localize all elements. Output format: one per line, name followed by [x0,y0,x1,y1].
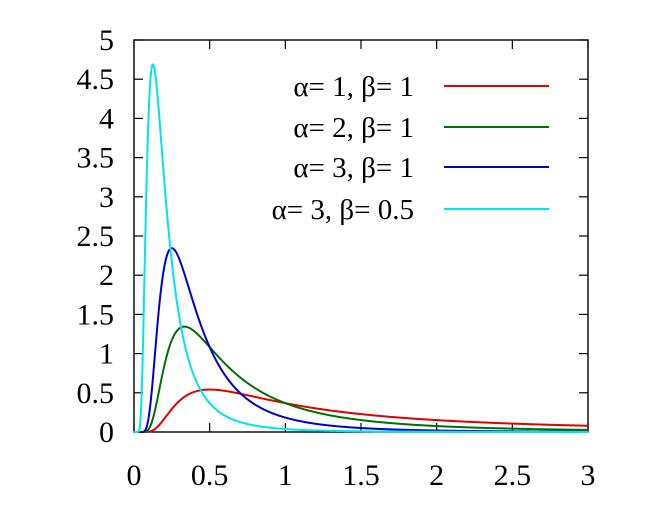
y-tick-label: 2 [99,259,114,292]
x-tick-label: 3 [581,459,596,492]
x-tick-labels: 0 0.5 1 1.5 2 2.5 3 [127,459,596,492]
y-tick-label: 2.5 [77,220,115,253]
y-tick-labels: 0 0.5 1 1.5 2 2.5 3 3.5 4 4.5 5 [77,24,115,449]
y-tick-label: 0.5 [77,377,115,410]
legend-label-2: α= 2, β= 1 [293,112,414,144]
series-line-2 [133,325,589,433]
x-tick-label: 2.5 [494,459,532,492]
y-tick-label: 4.5 [77,63,115,96]
y-tick-label: 3.5 [77,142,115,175]
legend-label-3: α= 3, β= 1 [293,152,414,184]
series-line-4 [133,63,589,433]
x-tick-label: 1 [278,459,293,492]
series-line-1 [133,388,589,433]
series-lines [133,63,589,433]
y-tick-label: 0 [99,416,114,449]
legend-label-1: α= 1, β= 1 [293,71,414,103]
y-tick-label: 4 [99,102,114,135]
x-tick-label: 0.5 [191,459,229,492]
legend: α= 1, β= 1 α= 2, β= 1 α= 3, β= 1 α= 3, β= 0… [272,71,549,226]
x-tick-label: 0 [127,459,142,492]
y-tick-label: 3 [99,181,114,214]
y-tick-label: 1 [99,338,114,371]
y-tick-label: 5 [99,24,114,57]
x-tick-label: 2 [429,459,444,492]
x-tick-label: 1.5 [342,459,380,492]
y-tick-label: 1.5 [77,298,115,331]
legend-label-4: α= 3, β= 0.5 [272,194,414,226]
